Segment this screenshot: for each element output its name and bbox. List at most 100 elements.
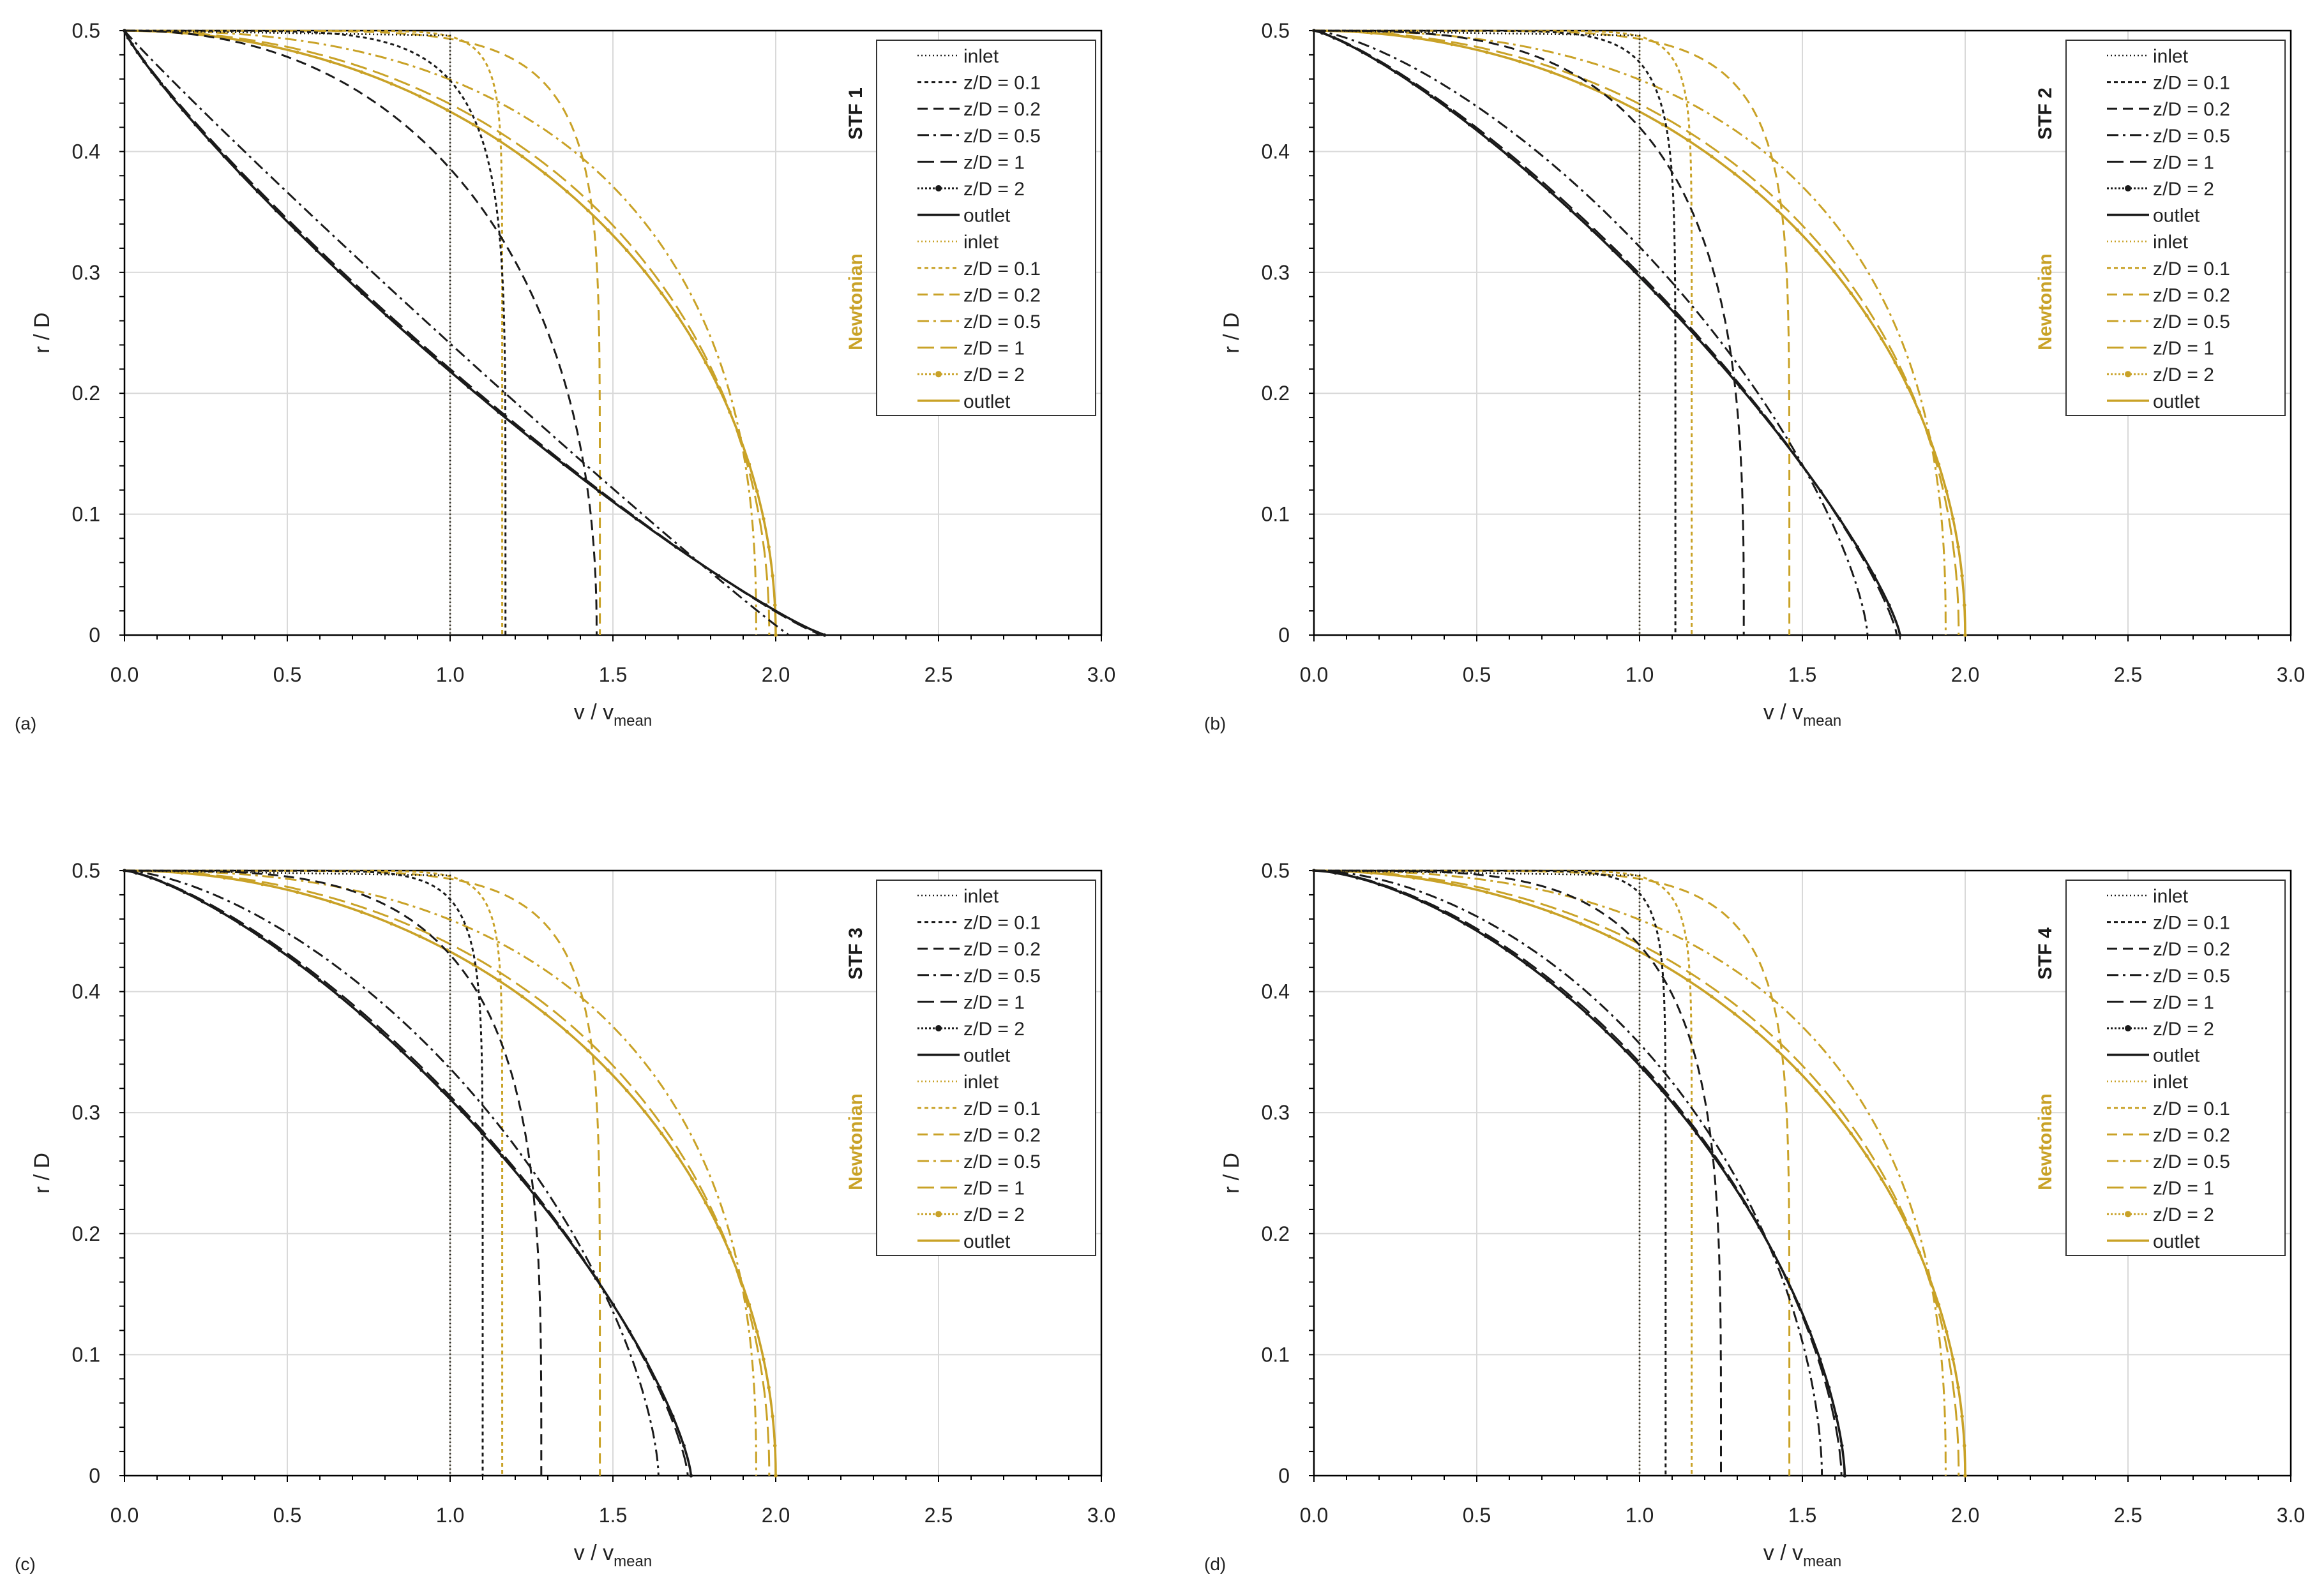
x-axis-title: v / vmean [1763,700,1841,730]
legend-label: z/D = 0.1 [963,1098,1041,1120]
x-tick-label: 0.5 [1463,663,1491,686]
legend-label: z/D = 0.5 [2153,1151,2230,1172]
x-tick-label: 2.5 [924,1504,953,1527]
legend-marker [2125,1025,2131,1031]
stf-series-z0-5 [1313,869,1823,1476]
newtonian-series-outlet [1313,869,1966,1476]
legend-label: z/D = 2 [963,179,1025,200]
legend-label: z/D = 2 [2153,1204,2214,1225]
stf-series-z1 [1313,869,1843,1476]
y-tick-label: 0.3 [1262,1101,1290,1124]
x-tick-label: 3.0 [2277,1504,2305,1527]
newtonian-series-z0-5 [124,869,757,1476]
legend: inlet z/D = 0.1 z/D = 0.2 z/D = 0.5 z/D = 1 z… [2065,880,2286,1256]
legend-label: inlet [963,46,999,67]
legend-label: inlet [2153,1072,2189,1093]
legend-label: inlet [2153,232,2189,253]
legend-label: z/D = 0.5 [963,966,1041,987]
legend-box [876,40,1096,416]
legend-label: z/D = 0.2 [963,1125,1041,1146]
legend-marker [935,1211,942,1218]
legend-label: z/D = 0.1 [2153,913,2230,934]
x-axis-title-sub: mean [614,1553,652,1570]
x-tick-label: 1.0 [436,663,464,686]
y-axis-title: r / D [30,1153,54,1194]
legend-marker [935,1025,942,1031]
x-axis-title-sub: mean [1803,1553,1841,1570]
legend-label: outlet [963,1231,1011,1252]
x-tick-label: 1.0 [1626,1504,1654,1527]
stf-series-z0-2 [124,869,543,1476]
newtonian-series-z0-1 [1313,869,1693,1476]
x-axis-title-main: v / v [574,1541,614,1565]
stf-series-z2 [1313,869,1846,1476]
x-axis-title-sub: mean [614,712,652,730]
stf-label: STF 2 [2035,87,2056,140]
x-tick-label: 2.0 [762,663,790,686]
legend-label: z/D = 0.5 [963,1151,1041,1172]
stf-series-z0-1 [1313,869,1667,1476]
stf-series-outlet [124,869,693,1476]
y-tick-label: 0 [1278,624,1290,647]
x-axis-title-sub: mean [1803,712,1841,730]
x-axis-title: v / vmean [574,700,652,730]
x-tick-label: 0.5 [1463,1504,1491,1527]
x-tick-label: 3.0 [1087,1504,1115,1527]
x-tick-label: 2.5 [2114,1504,2142,1527]
legend-label: outlet [963,391,1011,412]
legend-label: z/D = 2 [2153,1019,2214,1040]
x-tick-label: 1.0 [436,1504,464,1527]
newtonian-series-z0-5 [1313,869,1947,1476]
x-tick-label: 2.0 [1951,663,1979,686]
x-tick-label: 0.5 [273,1504,301,1527]
newtonian-series-outlet [124,29,777,636]
x-tick-label: 1.0 [1626,663,1654,686]
legend-label: z/D = 1 [963,1178,1025,1199]
y-tick-label: 0.4 [1262,140,1290,163]
chart-panel-2: 0.0 0.5 1.0 1.5 2.0 2.5 3.0 0 0.1 0.2 0.3 0.4 0.5 v /… [1204,19,2305,733]
y-tick-label: 0.2 [72,1222,100,1245]
chart-panel-4: 0.0 0.5 1.0 1.5 2.0 2.5 3.0 0 0.1 0.2 0.3 0.4 0.5 v /… [1204,859,2305,1574]
stf-series-z2 [1313,29,1901,636]
x-tick-label: 2.5 [924,663,953,686]
legend-box [2065,40,2286,416]
newtonian-series-z1 [1313,29,1960,635]
x-tick-label: 0.0 [110,663,139,686]
legend-label: z/D = 1 [2153,992,2214,1013]
legend-label: outlet [963,206,1011,227]
x-tick-label: 3.0 [2277,663,2305,686]
x-tick-label: 0.0 [1300,1504,1328,1527]
x-tick-label: 0.5 [273,663,301,686]
newtonian-series-z0-1 [124,29,504,635]
legend-label: z/D = 1 [2153,1178,2214,1199]
x-axis-title-main: v / v [1763,1541,1803,1565]
stf-series-inlet [128,869,451,1476]
y-tick-label: 0.5 [72,19,100,42]
x-tick-label: 1.5 [599,1504,627,1527]
stf-series-outlet [1313,29,1901,636]
y-tick-label: 0 [1278,1464,1290,1487]
legend-label: z/D = 2 [2153,364,2214,386]
x-tick-label: 1.5 [1788,1504,1816,1527]
legend-marker [935,371,942,378]
y-tick-label: 0.5 [1262,859,1290,882]
legend-label: z/D = 0.2 [963,99,1041,120]
legend-label: outlet [2153,1231,2200,1252]
stf-series-inlet [128,29,451,635]
newtonian-label: Newtonian [2035,253,2056,350]
curves [123,29,827,637]
panel-label: (a) [15,714,36,733]
legend-label: z/D = 0.1 [963,913,1041,934]
legend-label: z/D = 2 [963,1019,1025,1040]
stf-series-z0-1 [124,869,484,1476]
legend-label: z/D = 0.5 [963,311,1041,333]
legend: inlet z/D = 0.1 z/D = 0.2 z/D = 0.5 z/D = 1 z… [876,880,1096,1256]
stf-series-z0-2 [1313,869,1722,1476]
y-tick-label: 0.4 [1262,980,1290,1003]
legend-label: z/D = 0.2 [2153,285,2230,306]
newtonian-series-z0-5 [124,29,757,635]
y-axis-title: r / D [1219,1153,1244,1194]
panel-label: (d) [1204,1554,1226,1574]
stf-label: STF 1 [845,87,866,140]
